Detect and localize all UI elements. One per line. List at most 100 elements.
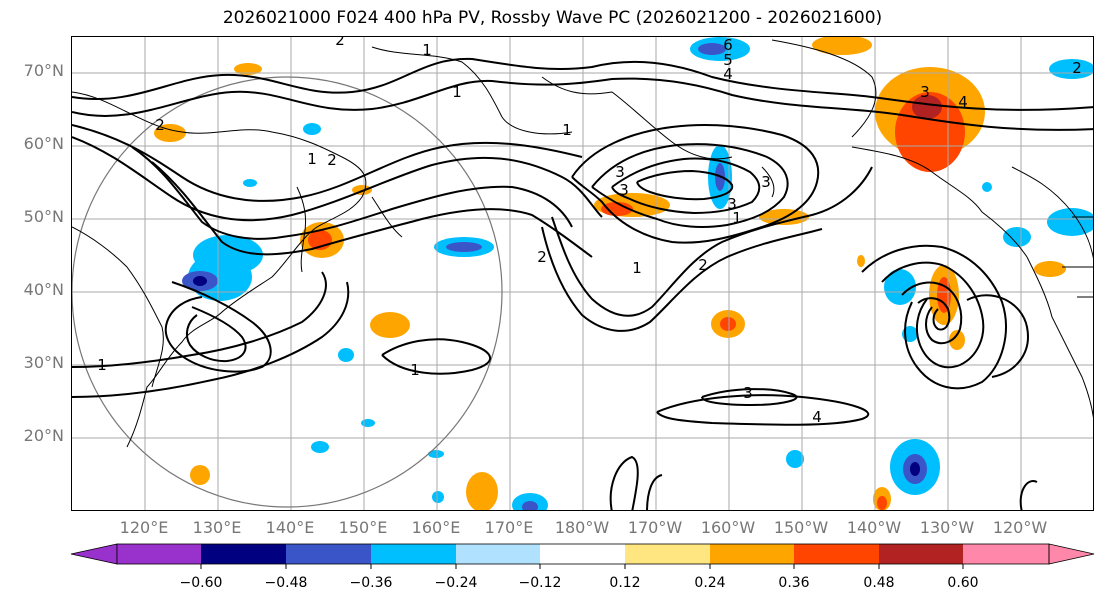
graticule [72, 37, 1093, 510]
anomaly-positive [190, 465, 210, 485]
colorbar-segment [371, 544, 456, 564]
anomaly-negative [884, 269, 916, 305]
anomaly-shading [154, 37, 1093, 510]
colorbar-tick-label: 0.12 [609, 575, 641, 591]
longitude-label: 140°W [846, 518, 902, 537]
colorbar-segments [70, 543, 1095, 569]
contour-label: 3 [727, 195, 737, 213]
contour-label: 5 [723, 51, 733, 69]
latitude-label: 60°N [23, 134, 64, 153]
contour-label: 6 [723, 37, 733, 54]
anomaly-negative [786, 450, 804, 468]
contour-label: 4 [723, 65, 733, 83]
anomaly-negative [522, 501, 538, 510]
contour-label: 4 [958, 93, 968, 111]
colorbar-segment [286, 544, 371, 564]
radius-circle [72, 76, 503, 508]
latitude-label: 50°N [23, 207, 64, 226]
colorbar-segment [201, 544, 286, 564]
pv-contours [72, 57, 1093, 510]
colorbar-extend-max [1048, 543, 1095, 565]
longitude-label: 120°W [992, 518, 1048, 537]
longitude-label: 130°E [192, 518, 242, 537]
contour-label: 1 [732, 209, 742, 227]
colorbar-tick-label: 0.48 [863, 575, 895, 591]
contour-label: 1 [307, 150, 317, 168]
anomaly-negative [193, 276, 207, 286]
colorbar-segment [456, 544, 540, 564]
anomaly-positive [937, 277, 951, 313]
longitude-label: 180°W [554, 518, 610, 537]
contour-label: 3 [619, 181, 629, 199]
anomaly-negative [338, 348, 354, 362]
longitude-label: 150°W [773, 518, 829, 537]
contour-label: 2 [155, 116, 165, 134]
contour-label: 1 [422, 41, 432, 59]
anomaly-positive [720, 317, 736, 331]
coastlines [72, 39, 1093, 448]
longitude-label: 140°E [265, 518, 315, 537]
colorbar-tick-label: −0.36 [349, 575, 393, 591]
longitude-label: 160°W [700, 518, 756, 537]
contour-label: 1 [410, 361, 420, 379]
anomaly-negative [428, 450, 444, 458]
longitude-label: 170°E [484, 518, 534, 537]
colorbar-segment [117, 544, 201, 564]
anomaly-negative [1003, 227, 1031, 247]
contour-label: 4 [812, 408, 822, 426]
anomaly-positive [912, 95, 942, 119]
colorbar-tick-label: −0.24 [434, 575, 478, 591]
contour-label: 3 [920, 83, 930, 101]
contour-label: 1 [632, 259, 642, 277]
longitude-label: 160°E [411, 518, 461, 537]
anomaly-negative [361, 419, 375, 427]
colorbar-segment [540, 544, 625, 564]
contour-label: 3 [743, 384, 753, 402]
anomaly-positive [949, 330, 965, 350]
contour-label: 1 [562, 121, 572, 139]
colorbar-tick-label: 0.60 [947, 575, 979, 591]
map-title: 2026021000 F024 400 hPa PV, Rossby Wave … [222, 8, 883, 28]
contour-label: 2 [537, 248, 547, 266]
anomaly-negative [311, 441, 329, 453]
colorbar-tick-label: −0.12 [518, 575, 562, 591]
anomaly-positive [234, 63, 262, 75]
anomaly-negative [243, 179, 257, 187]
anomaly-negative [1049, 59, 1093, 79]
colorbar-segment [879, 544, 963, 564]
colorbar-segment [794, 544, 879, 564]
contour-label: 2 [327, 151, 337, 169]
longitude-label: 120°E [119, 518, 169, 537]
colorbar-segment [625, 544, 710, 564]
anomaly-negative [1047, 208, 1093, 236]
colorbar-outline [116, 543, 1050, 565]
longitude-label: 170°W [627, 518, 683, 537]
anomaly-negative [303, 123, 321, 135]
colorbar [70, 543, 1095, 569]
contour-label: 2 [698, 256, 708, 274]
anomaly-positive [1034, 261, 1066, 277]
anomaly-negative [446, 242, 482, 252]
contour-label: 2 [335, 37, 345, 49]
colorbar-segment [963, 544, 1049, 564]
latitude-label: 20°N [23, 426, 64, 445]
latitude-label: 70°N [23, 61, 64, 80]
colorbar-segment [710, 544, 794, 564]
latitude-label: 40°N [23, 280, 64, 299]
anomaly-negative [982, 182, 992, 192]
anomaly-positive [154, 124, 186, 142]
contour-label: 3 [615, 163, 625, 181]
contour-label: 1 [97, 356, 107, 374]
contour-label: 3 [761, 173, 771, 191]
colorbar-tick-label: 0.36 [778, 575, 810, 591]
anomaly-positive [466, 472, 498, 510]
anomaly-positive [812, 37, 872, 55]
anomaly-negative [910, 462, 920, 476]
latitude-label: 30°N [23, 353, 64, 372]
colorbar-tick-label: 0.24 [694, 575, 726, 591]
colorbar-tick-label: −0.48 [264, 575, 308, 591]
anomaly-negative [698, 43, 726, 55]
